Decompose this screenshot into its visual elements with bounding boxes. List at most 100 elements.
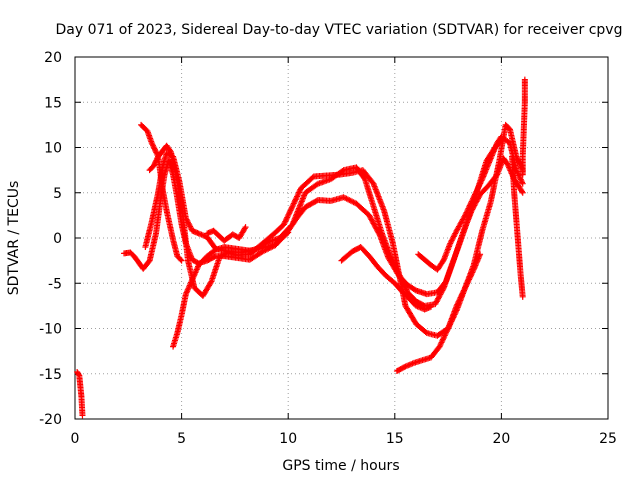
- data-point: [478, 177, 485, 184]
- data-point: [461, 286, 468, 293]
- data-point: [455, 298, 462, 305]
- data-point: [75, 371, 82, 378]
- data-point: [151, 146, 158, 153]
- data-point: [462, 210, 469, 217]
- data-point: [148, 139, 155, 146]
- data-point: [438, 339, 445, 346]
- data-point: [296, 189, 303, 196]
- data-point: [462, 212, 469, 219]
- data-point: [442, 331, 449, 338]
- data-point: [474, 185, 481, 192]
- y-tick-label: 5: [53, 186, 62, 202]
- data-point: [154, 152, 161, 159]
- series-track-i: [415, 133, 505, 273]
- series-track-k: [519, 76, 528, 178]
- data-point: [468, 272, 475, 279]
- data-point: [454, 301, 461, 308]
- x-tick-label: 15: [386, 431, 404, 447]
- data-point: [471, 192, 478, 199]
- data-point: [458, 291, 465, 298]
- chart-title: Day 071 of 2023, Sidereal Day-to-day VTE…: [56, 22, 623, 38]
- data-point: [295, 190, 302, 197]
- data-point: [287, 207, 294, 214]
- data-point: [468, 270, 475, 277]
- series-track-h: [393, 251, 484, 375]
- data-point: [518, 188, 525, 195]
- data-point: [471, 191, 478, 198]
- data-point: [466, 276, 473, 283]
- data-point: [470, 268, 477, 275]
- data-point: [453, 302, 460, 309]
- y-tick-label: 20: [44, 50, 62, 66]
- x-tick-label: 25: [599, 431, 617, 447]
- data-point: [290, 200, 297, 207]
- data-point: [292, 197, 299, 204]
- data-point: [477, 180, 484, 187]
- data-point: [428, 303, 435, 310]
- x-tick-label: 20: [492, 431, 510, 447]
- data-point: [152, 148, 159, 155]
- data-point: [464, 279, 471, 286]
- axis-ticks: 0 5 10 15 20 25 -20 -15 -10 -5 0 5 10 15 20: [39, 50, 617, 447]
- data-point: [477, 251, 484, 258]
- data-point: [291, 199, 298, 206]
- data-point: [281, 220, 288, 227]
- data-point: [469, 197, 476, 204]
- data-point: [290, 201, 297, 208]
- y-tick-label: 10: [44, 141, 62, 157]
- data-point: [211, 247, 218, 254]
- data-point: [469, 269, 476, 276]
- data-point: [444, 326, 451, 333]
- data-point: [283, 215, 290, 222]
- data-point: [517, 176, 524, 183]
- data-point: [211, 253, 218, 260]
- series-track-g: [338, 244, 435, 313]
- data-point: [150, 144, 157, 151]
- data-point: [153, 150, 160, 157]
- data-point: [286, 208, 293, 215]
- data-point: [296, 188, 303, 195]
- data-point: [456, 297, 463, 304]
- data-point: [519, 189, 526, 196]
- data-point: [439, 336, 446, 343]
- data-point: [284, 230, 291, 237]
- x-tick-label: 5: [177, 431, 186, 447]
- data-point: [464, 206, 471, 213]
- data-point: [467, 273, 474, 280]
- data-point: [467, 201, 474, 208]
- data-point: [497, 134, 504, 141]
- data-point: [473, 188, 480, 195]
- data-point: [443, 329, 450, 336]
- data-point: [285, 211, 292, 218]
- data-point: [151, 145, 158, 152]
- data-point: [437, 340, 444, 347]
- data-point: [443, 328, 450, 335]
- data-point: [521, 76, 528, 83]
- data-point: [515, 158, 522, 165]
- data-point: [464, 280, 471, 287]
- data-point: [288, 206, 295, 213]
- x-tick-label: 10: [279, 431, 297, 447]
- data-point: [441, 333, 448, 340]
- data-point: [519, 179, 526, 186]
- x-tick-label: 0: [71, 431, 80, 447]
- data-point: [285, 229, 292, 236]
- data-point: [463, 281, 470, 288]
- data-point: [440, 286, 447, 293]
- data-point: [289, 203, 296, 210]
- data-point: [464, 208, 471, 215]
- data-point: [284, 214, 291, 221]
- y-tick-label: 15: [44, 95, 62, 111]
- data-point: [470, 195, 477, 202]
- data-point: [472, 190, 479, 197]
- data-point: [282, 218, 289, 225]
- data-point: [153, 149, 160, 156]
- series-track-e: [170, 229, 292, 350]
- data-point: [513, 168, 520, 175]
- data-point: [470, 194, 477, 201]
- data-point: [459, 290, 466, 297]
- data-point: [145, 258, 152, 265]
- data-point: [458, 293, 465, 300]
- data-point: [477, 178, 484, 185]
